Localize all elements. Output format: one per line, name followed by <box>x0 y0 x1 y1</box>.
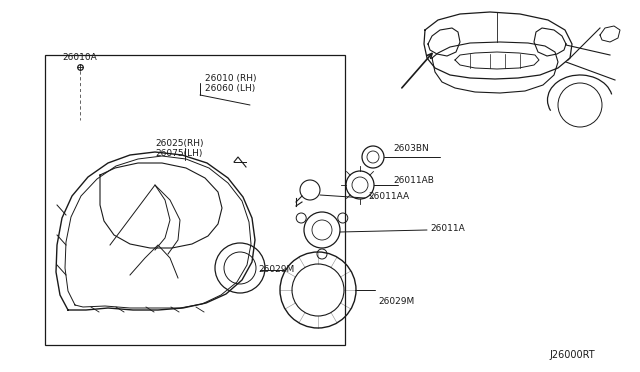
Bar <box>45 55 345 345</box>
Text: 26011AB: 26011AB <box>393 176 434 185</box>
Text: 26011A: 26011A <box>430 224 465 232</box>
Text: 26010 (RH): 26010 (RH) <box>205 74 257 83</box>
Text: 26029M: 26029M <box>258 266 294 275</box>
Text: 26025(RH): 26025(RH) <box>155 138 204 148</box>
Text: 26075(LH): 26075(LH) <box>155 148 202 157</box>
Text: 2603BN: 2603BN <box>393 144 429 153</box>
Text: 26060 (LH): 26060 (LH) <box>205 83 255 93</box>
Text: 26011AA: 26011AA <box>368 192 409 201</box>
Text: 26029M: 26029M <box>378 298 414 307</box>
Text: J26000RT: J26000RT <box>549 350 595 360</box>
Text: 26010A: 26010A <box>63 52 97 61</box>
